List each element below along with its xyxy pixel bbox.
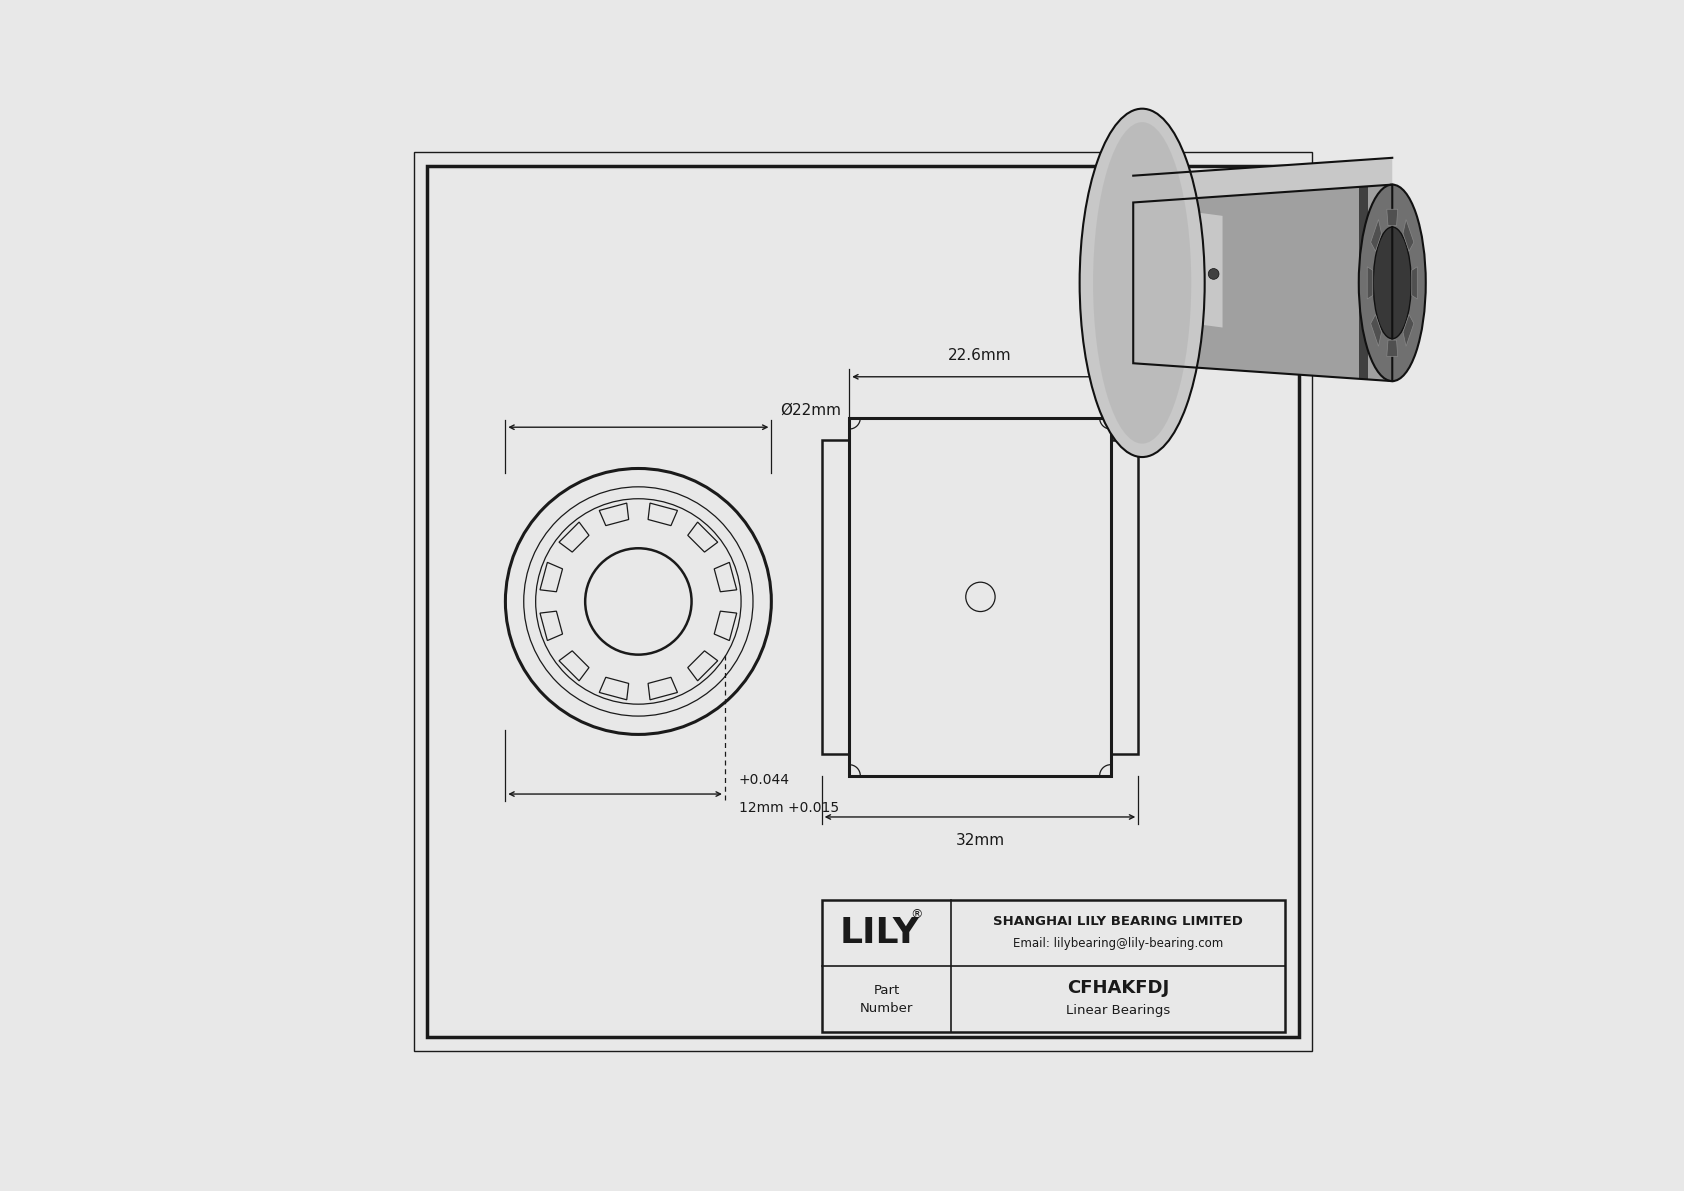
Text: SHANGHAI LILY BEARING LIMITED: SHANGHAI LILY BEARING LIMITED — [994, 915, 1243, 928]
Polygon shape — [1411, 267, 1418, 299]
Text: 22.6mm: 22.6mm — [948, 348, 1012, 363]
Text: 32mm: 32mm — [955, 834, 1005, 848]
Polygon shape — [1133, 185, 1393, 381]
Polygon shape — [1367, 267, 1372, 299]
Polygon shape — [1371, 314, 1381, 347]
Ellipse shape — [1372, 227, 1411, 338]
Text: CFHAKFDJ: CFHAKFDJ — [1068, 979, 1169, 997]
Circle shape — [1207, 268, 1219, 280]
Text: Part
Number: Part Number — [861, 984, 913, 1015]
Polygon shape — [1403, 219, 1415, 251]
Polygon shape — [1133, 157, 1393, 202]
Polygon shape — [1155, 207, 1223, 328]
Text: LILY: LILY — [839, 916, 919, 949]
Text: Email: lilybearing@lily-bearing.com: Email: lilybearing@lily-bearing.com — [1014, 937, 1223, 950]
Polygon shape — [1403, 314, 1415, 347]
Ellipse shape — [1093, 121, 1191, 444]
Polygon shape — [1386, 341, 1398, 356]
Polygon shape — [1359, 187, 1367, 379]
Polygon shape — [1386, 210, 1398, 225]
Polygon shape — [1371, 219, 1381, 251]
Text: 12mm +0.015: 12mm +0.015 — [739, 802, 839, 816]
Ellipse shape — [1079, 108, 1204, 457]
Text: ®: ® — [911, 908, 923, 921]
Text: Linear Bearings: Linear Bearings — [1066, 1004, 1170, 1017]
Text: +0.044: +0.044 — [739, 773, 790, 787]
Ellipse shape — [1359, 185, 1426, 381]
Text: Ø22mm: Ø22mm — [780, 403, 842, 418]
